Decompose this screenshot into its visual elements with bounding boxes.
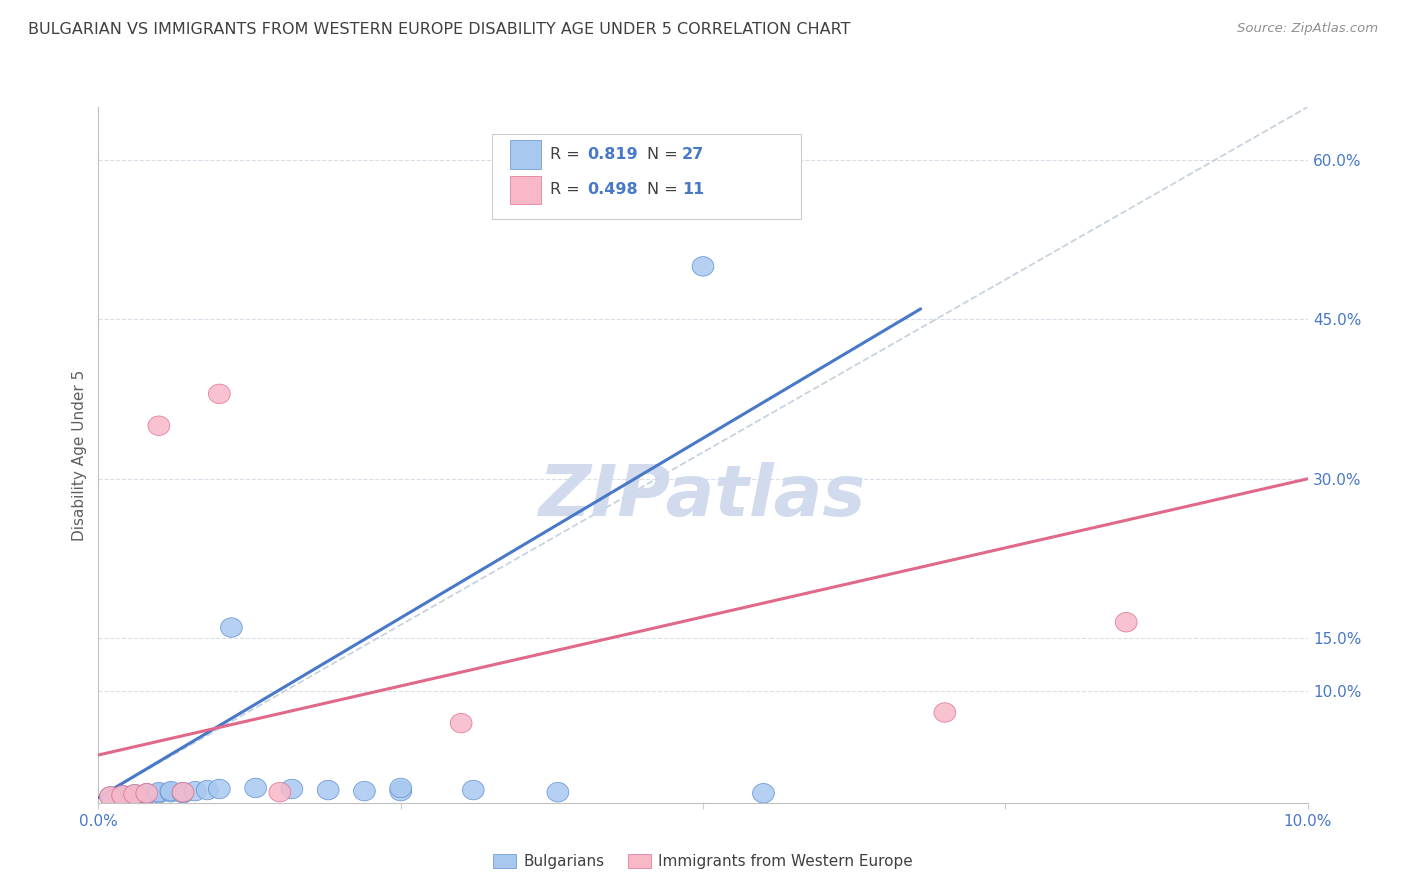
Ellipse shape — [136, 783, 157, 803]
Ellipse shape — [281, 780, 302, 798]
Text: N =: N = — [647, 147, 683, 161]
Ellipse shape — [221, 618, 242, 637]
Text: 0.819: 0.819 — [588, 147, 638, 161]
Text: 11: 11 — [682, 183, 704, 197]
Ellipse shape — [934, 703, 956, 723]
Text: R =: R = — [550, 147, 585, 161]
Ellipse shape — [160, 782, 181, 802]
Ellipse shape — [245, 778, 267, 797]
Ellipse shape — [353, 781, 375, 801]
Y-axis label: Disability Age Under 5: Disability Age Under 5 — [72, 369, 87, 541]
Ellipse shape — [160, 781, 181, 801]
Ellipse shape — [389, 781, 412, 801]
Text: Source: ZipAtlas.com: Source: ZipAtlas.com — [1237, 22, 1378, 36]
Ellipse shape — [547, 782, 569, 802]
Text: BULGARIAN VS IMMIGRANTS FROM WESTERN EUROPE DISABILITY AGE UNDER 5 CORRELATION C: BULGARIAN VS IMMIGRANTS FROM WESTERN EUR… — [28, 22, 851, 37]
Ellipse shape — [184, 781, 207, 801]
Ellipse shape — [148, 416, 170, 435]
Ellipse shape — [172, 782, 194, 802]
Text: N =: N = — [647, 183, 683, 197]
Ellipse shape — [148, 783, 170, 803]
Ellipse shape — [111, 786, 134, 805]
Text: R =: R = — [550, 183, 585, 197]
Text: ZIPatlas: ZIPatlas — [540, 462, 866, 531]
Ellipse shape — [389, 778, 412, 797]
Ellipse shape — [450, 714, 472, 733]
Ellipse shape — [208, 384, 231, 403]
Ellipse shape — [136, 785, 157, 804]
Ellipse shape — [100, 787, 121, 806]
Ellipse shape — [111, 786, 134, 805]
Ellipse shape — [124, 785, 146, 804]
Text: 27: 27 — [682, 147, 704, 161]
Ellipse shape — [111, 787, 134, 806]
Ellipse shape — [172, 783, 194, 803]
Ellipse shape — [269, 782, 291, 802]
Ellipse shape — [752, 783, 775, 803]
Ellipse shape — [1115, 613, 1137, 632]
Ellipse shape — [124, 785, 146, 804]
Ellipse shape — [463, 780, 484, 800]
Legend: Bulgarians, Immigrants from Western Europe: Bulgarians, Immigrants from Western Euro… — [486, 847, 920, 875]
Ellipse shape — [692, 257, 714, 277]
Ellipse shape — [172, 782, 194, 802]
Ellipse shape — [208, 780, 231, 798]
Text: 0.498: 0.498 — [588, 183, 638, 197]
Ellipse shape — [124, 786, 146, 805]
Ellipse shape — [318, 780, 339, 800]
Ellipse shape — [148, 782, 170, 802]
Ellipse shape — [197, 780, 218, 800]
Ellipse shape — [136, 783, 157, 803]
Ellipse shape — [100, 787, 121, 806]
